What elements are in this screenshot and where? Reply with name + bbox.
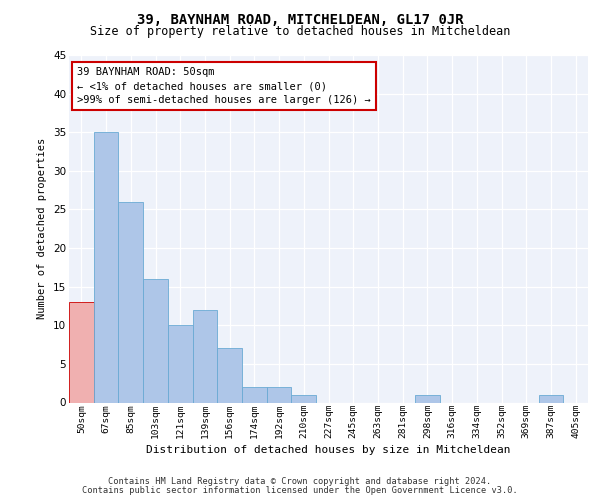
Text: 39, BAYNHAM ROAD, MITCHELDEAN, GL17 0JR: 39, BAYNHAM ROAD, MITCHELDEAN, GL17 0JR (137, 12, 463, 26)
Y-axis label: Number of detached properties: Number of detached properties (37, 138, 47, 320)
Bar (193, 310, 217, 402)
X-axis label: Distribution of detached houses by size in Mitcheldean: Distribution of detached houses by size … (146, 446, 511, 456)
Text: 39 BAYNHAM ROAD: 50sqm
← <1% of detached houses are smaller (0)
>99% of semi-det: 39 BAYNHAM ROAD: 50sqm ← <1% of detached… (77, 67, 371, 105)
Bar (168, 326, 193, 402)
Bar (292, 395, 316, 402)
Bar (118, 202, 143, 402)
Bar (242, 387, 267, 402)
Bar (143, 279, 168, 402)
Bar (217, 348, 242, 403)
Bar (539, 395, 563, 402)
Bar (267, 387, 292, 402)
Text: Contains HM Land Registry data © Crown copyright and database right 2024.: Contains HM Land Registry data © Crown c… (109, 477, 491, 486)
Bar (94, 132, 118, 402)
Text: Size of property relative to detached houses in Mitcheldean: Size of property relative to detached ho… (90, 25, 510, 38)
Text: Contains public sector information licensed under the Open Government Licence v3: Contains public sector information licen… (82, 486, 518, 495)
Bar (415, 395, 440, 402)
Bar (69, 302, 94, 402)
